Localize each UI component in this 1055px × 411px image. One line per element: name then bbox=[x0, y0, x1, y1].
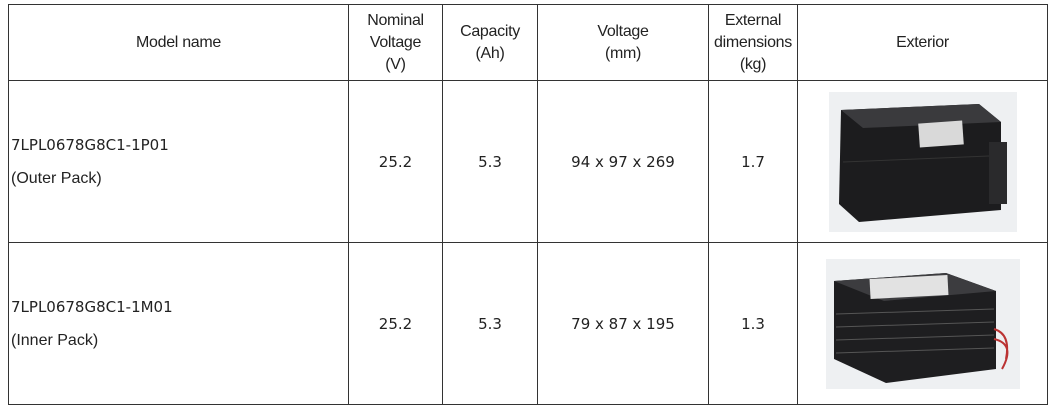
spec-table: Model name Nominal Voltage (V) Capacity (Ah) V… bbox=[8, 4, 1048, 405]
table-row: 7LPL0678G8C1-1P01 (Outer Pack) 25.2 5.3 94 x… bbox=[8, 80, 1048, 243]
header-text: Nominal bbox=[367, 11, 424, 29]
header-text: External bbox=[724, 11, 782, 29]
header-cell: Voltage (mm) bbox=[537, 4, 709, 81]
value-cell: 1.3 bbox=[708, 242, 798, 405]
header-text: dimensions bbox=[714, 33, 792, 51]
value-cell: 1.7 bbox=[708, 80, 798, 243]
value-cell: 25.2 bbox=[348, 242, 443, 405]
header-text: Model name bbox=[135, 33, 222, 51]
model-name: 7LPL0678G8C1-1P01 bbox=[11, 135, 169, 154]
header-text: Voltage bbox=[597, 22, 649, 40]
header-text: (kg) bbox=[739, 55, 767, 73]
model-name: 7LPL0678G8C1-1M01 bbox=[11, 297, 173, 316]
model-cell: 7LPL0678G8C1-1M01 (Inner Pack) bbox=[8, 242, 349, 405]
value-cell: 25.2 bbox=[348, 80, 443, 243]
value-cell: 5.3 bbox=[442, 242, 538, 405]
header-text: Exterior bbox=[896, 33, 949, 51]
header-cell: Nominal Voltage (V) bbox=[348, 4, 443, 81]
header-text: (mm) bbox=[604, 44, 642, 62]
model-note: (Outer Pack) bbox=[11, 169, 102, 187]
exterior-cell bbox=[797, 242, 1048, 405]
header-cell: External dimensions (kg) bbox=[708, 4, 798, 81]
value-cell: 5.3 bbox=[442, 80, 538, 243]
value-cell: 94 x 97 x 269 bbox=[537, 80, 709, 243]
model-cell: 7LPL0678G8C1-1P01 (Outer Pack) bbox=[8, 80, 349, 243]
table-row: 7LPL0678G8C1-1M01 (Inner Pack) 25.2 5.3 79 x… bbox=[8, 242, 1048, 405]
header-row: Model name Nominal Voltage (V) Capacity (Ah) V… bbox=[8, 4, 1048, 81]
header-cell: Model name bbox=[8, 4, 349, 81]
exterior-cell bbox=[797, 80, 1048, 243]
outer-pack-photo bbox=[828, 91, 1017, 232]
header-text: (V) bbox=[385, 55, 406, 73]
header-cell: Capacity (Ah) bbox=[442, 4, 538, 81]
header-text: (Ah) bbox=[475, 44, 505, 62]
value-cell: 79 x 87 x 195 bbox=[537, 242, 709, 405]
header-text: Voltage bbox=[369, 33, 422, 51]
inner-pack-photo bbox=[825, 258, 1020, 389]
header-text: Capacity bbox=[460, 22, 520, 40]
header-cell: Exterior bbox=[797, 4, 1048, 81]
model-note: (Inner Pack) bbox=[11, 331, 99, 349]
